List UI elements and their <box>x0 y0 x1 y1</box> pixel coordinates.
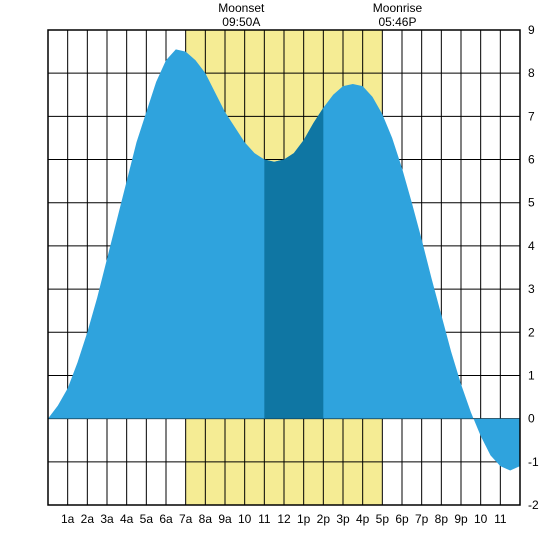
y-tick-label: 1 <box>528 368 535 382</box>
x-tick-label: 3p <box>336 512 350 526</box>
x-tick-label: 7p <box>415 512 429 526</box>
x-tick-label: 5a <box>140 512 154 526</box>
moonset-label: Moonset <box>218 1 265 15</box>
x-tick-label: 9a <box>218 512 232 526</box>
x-tick-label: 12 <box>277 512 291 526</box>
x-tick-label: 6p <box>395 512 409 526</box>
moonset-time: 09:50A <box>222 15 260 29</box>
x-tick-label: 2p <box>317 512 331 526</box>
x-tick-label: 11 <box>258 512 271 526</box>
x-tick-label: 11 <box>494 512 507 526</box>
x-tick-label: 7a <box>179 512 193 526</box>
y-tick-label: 3 <box>528 282 535 296</box>
x-tick-label: 8a <box>199 512 213 526</box>
moonrise-label: Moonrise <box>373 1 423 15</box>
y-tick-label: 9 <box>528 23 535 37</box>
x-tick-label: 1p <box>297 512 311 526</box>
y-tick-label: 5 <box>528 196 535 210</box>
x-tick-label: 2a <box>81 512 95 526</box>
tide-chart: Moonset09:50AMoonrise05:46P-2-1012345678… <box>0 0 550 550</box>
x-tick-label: 4a <box>120 512 134 526</box>
x-tick-label: 5p <box>376 512 390 526</box>
y-tick-label: 4 <box>528 239 535 253</box>
x-tick-label: 8p <box>435 512 449 526</box>
x-tick-label: 1a <box>61 512 75 526</box>
x-tick-label: 10 <box>238 512 252 526</box>
y-tick-label: -2 <box>528 498 539 512</box>
x-tick-label: 9p <box>454 512 468 526</box>
x-tick-label: 4p <box>356 512 370 526</box>
y-tick-label: 0 <box>528 412 535 426</box>
y-tick-label: -1 <box>528 455 539 469</box>
y-tick-label: 2 <box>528 325 535 339</box>
y-tick-label: 8 <box>528 66 535 80</box>
x-tick-label: 6a <box>159 512 173 526</box>
y-tick-label: 7 <box>528 109 535 123</box>
moonrise-time: 05:46P <box>378 15 416 29</box>
x-tick-label: 3a <box>100 512 114 526</box>
x-tick-label: 10 <box>474 512 488 526</box>
chart-svg: Moonset09:50AMoonrise05:46P-2-1012345678… <box>0 0 550 550</box>
y-tick-label: 6 <box>528 153 535 167</box>
